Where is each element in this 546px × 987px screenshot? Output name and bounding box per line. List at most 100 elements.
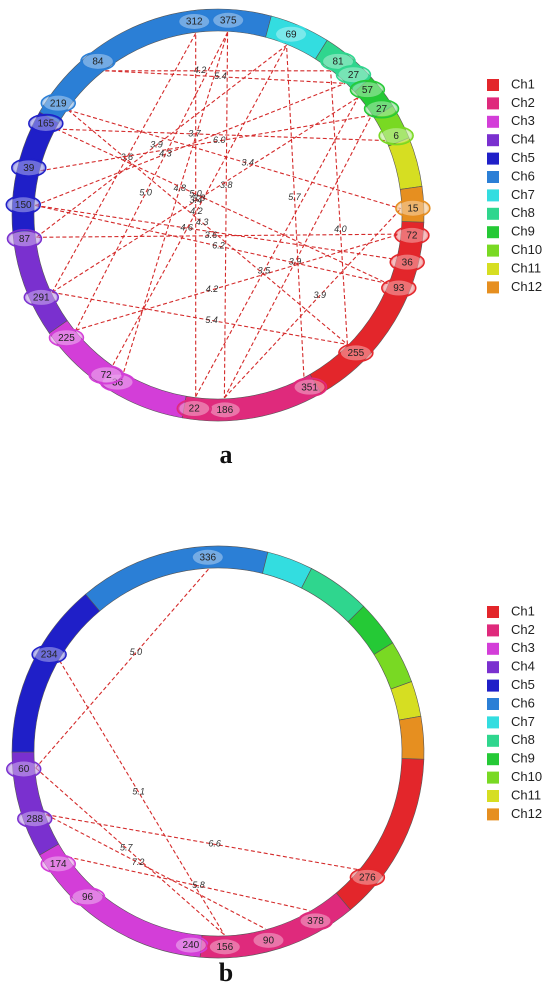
legend-swatch bbox=[487, 771, 499, 784]
marker-node bbox=[88, 364, 124, 385]
link-label: 3.7 bbox=[188, 128, 202, 138]
link-label: 3.8 bbox=[220, 180, 233, 190]
legend-label: Ch10 bbox=[511, 769, 542, 784]
marker-node-bg bbox=[34, 647, 65, 662]
marker-node bbox=[80, 51, 116, 72]
node-label: 186 bbox=[216, 405, 233, 416]
marker-node bbox=[338, 343, 374, 363]
legend-label: Ch12 bbox=[511, 806, 542, 821]
link bbox=[36, 233, 401, 238]
chromosome-segment bbox=[398, 715, 425, 760]
link bbox=[223, 208, 402, 399]
link bbox=[75, 32, 229, 331]
legend-label: Ch1 bbox=[511, 76, 535, 91]
legend-swatch bbox=[487, 661, 499, 674]
marker-node bbox=[349, 867, 386, 888]
marker-node bbox=[394, 225, 430, 246]
marker-node-bg bbox=[397, 200, 428, 216]
link-label: 4.2 bbox=[194, 65, 207, 75]
link-label: 5.7 bbox=[120, 842, 134, 852]
link-label: 4.8 bbox=[174, 183, 187, 193]
legend-label: Ch6 bbox=[511, 168, 535, 183]
chromosome-segment bbox=[85, 545, 269, 612]
marker-node-bg bbox=[51, 330, 82, 346]
legend-swatch bbox=[487, 790, 499, 802]
link-label: 4.0 bbox=[334, 224, 347, 234]
legend-label: Ch4 bbox=[511, 132, 535, 147]
marker-node-bg bbox=[43, 95, 74, 111]
node-label: 36 bbox=[402, 257, 414, 268]
node-label: 156 bbox=[216, 942, 233, 953]
circos-panel: 4.25.45.03.83.63.43.74.36.04.63.95.44.24… bbox=[5, 8, 542, 469]
marker-node bbox=[28, 113, 64, 134]
marker-node-bg bbox=[294, 379, 325, 395]
marker-node-bg bbox=[192, 549, 223, 565]
marker-node-bg bbox=[8, 197, 39, 213]
node-label: 378 bbox=[307, 916, 324, 927]
link bbox=[56, 128, 388, 285]
link bbox=[35, 204, 388, 285]
node-label: 72 bbox=[406, 231, 418, 242]
legend-swatch bbox=[487, 79, 499, 91]
marker-node-bg bbox=[209, 939, 240, 955]
legend-swatch bbox=[487, 171, 499, 183]
link bbox=[45, 814, 359, 871]
legend-swatch bbox=[487, 624, 499, 637]
marker-node bbox=[378, 125, 414, 146]
node-label: 36 bbox=[112, 377, 124, 388]
node-label: 375 bbox=[220, 15, 237, 26]
panel-letter: b bbox=[219, 958, 233, 987]
marker-node bbox=[17, 808, 53, 829]
marker-node bbox=[291, 377, 328, 397]
node-label: 6 bbox=[393, 131, 399, 142]
link-label: 3.9 bbox=[313, 290, 326, 300]
marker-node bbox=[349, 79, 386, 100]
legend-swatch bbox=[487, 115, 499, 128]
link bbox=[67, 109, 348, 345]
node-label: 150 bbox=[15, 200, 32, 211]
link-label: 3.6 bbox=[121, 152, 134, 162]
marker-node bbox=[381, 278, 417, 298]
marker-node-bg bbox=[179, 401, 210, 417]
chromosome-segment bbox=[388, 137, 423, 190]
chromosome-segment bbox=[301, 568, 365, 623]
legend-swatch bbox=[487, 134, 499, 147]
marker-node bbox=[40, 854, 77, 874]
link-label: 3.5 bbox=[258, 265, 272, 275]
legend-swatch bbox=[487, 753, 499, 766]
link-label: 5.4 bbox=[205, 315, 218, 325]
marker-node-bg bbox=[396, 227, 427, 243]
link bbox=[35, 82, 346, 206]
chromosome-segment bbox=[309, 221, 425, 394]
node-label: 225 bbox=[58, 333, 75, 344]
marker-node bbox=[6, 229, 43, 249]
marker-node bbox=[210, 10, 246, 31]
link bbox=[123, 32, 229, 373]
link-label: 5.4 bbox=[214, 71, 227, 81]
node-label: 15 bbox=[407, 203, 419, 214]
marker-node bbox=[250, 930, 287, 951]
legend-swatch bbox=[487, 152, 499, 165]
legend-swatch bbox=[487, 97, 499, 110]
marker-node bbox=[31, 644, 67, 665]
marker-node-bg bbox=[175, 937, 206, 953]
marker-node bbox=[40, 93, 77, 113]
link-label: 3.4 bbox=[242, 158, 255, 168]
marker-node bbox=[69, 887, 106, 907]
legend-swatch bbox=[487, 698, 499, 710]
link bbox=[36, 44, 287, 238]
link-label: 3.6 bbox=[205, 230, 218, 240]
node-label: 72 bbox=[101, 370, 113, 381]
legend-label: Ch4 bbox=[511, 659, 535, 674]
node-label: 165 bbox=[37, 119, 54, 130]
chromosome-segment bbox=[390, 681, 422, 721]
legend-swatch bbox=[487, 606, 499, 618]
link-label: 5.0 bbox=[139, 187, 152, 197]
node-label: 351 bbox=[301, 382, 318, 393]
legend-label: Ch11 bbox=[511, 260, 541, 275]
legend-swatch bbox=[487, 207, 499, 220]
node-label: 57 bbox=[362, 85, 374, 96]
node-label: 255 bbox=[348, 348, 365, 359]
legend-swatch bbox=[487, 189, 499, 202]
